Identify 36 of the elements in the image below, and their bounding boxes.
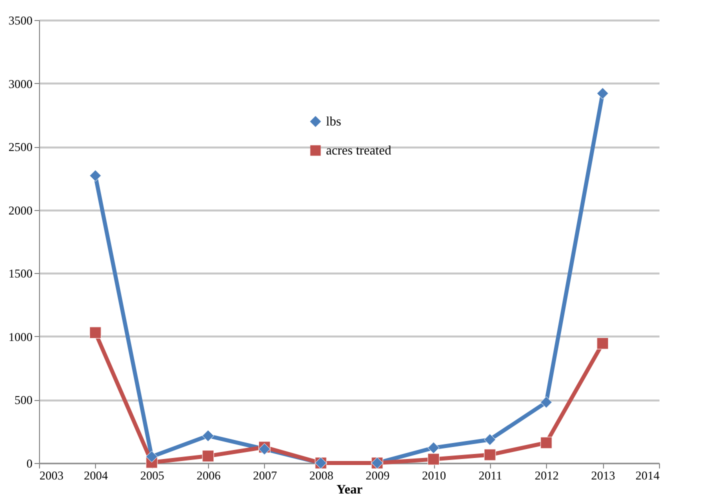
x-tick-label: 2012: [534, 468, 559, 482]
x-tick-label: 2004: [84, 468, 108, 482]
point: [89, 170, 102, 182]
legend-label: acres treated: [326, 142, 392, 158]
legend-label: lbs: [326, 114, 342, 128]
y-tick-label: 500: [14, 393, 32, 408]
x-tick-label: 2006: [196, 468, 221, 482]
point: [596, 87, 609, 100]
point: [540, 436, 552, 449]
x-tick-label: 2014: [636, 468, 660, 482]
point: [202, 450, 214, 462]
x-tick-label: 2003: [40, 468, 64, 482]
x-tick-label: 2009: [366, 468, 390, 482]
x-tick-label: 2008: [309, 468, 334, 482]
x-tick-label: 2013: [591, 468, 616, 482]
y-tick-label: 2500: [8, 140, 32, 154]
point: [484, 448, 496, 461]
point: [89, 326, 102, 339]
x-axis-title: Year: [336, 482, 363, 496]
point: [202, 430, 214, 442]
point: [484, 434, 496, 446]
y-tick-label: 2000: [8, 203, 32, 218]
y-tick-label: 3500: [8, 14, 32, 28]
point: [428, 453, 440, 466]
y-tick-label: 0: [26, 456, 32, 470]
x-tick-label: 2011: [478, 468, 502, 482]
y-tick-label: 1000: [8, 330, 32, 344]
x-tick-label: 2005: [140, 468, 164, 482]
y-tick-label: 3000: [8, 76, 32, 91]
point: [540, 396, 552, 408]
point: [146, 450, 158, 463]
x-tick-label: 2010: [422, 468, 446, 482]
point: [596, 337, 609, 350]
point: [428, 442, 440, 454]
y-tick-label: 1500: [8, 266, 32, 281]
x-tick-label: 2007: [252, 468, 277, 482]
